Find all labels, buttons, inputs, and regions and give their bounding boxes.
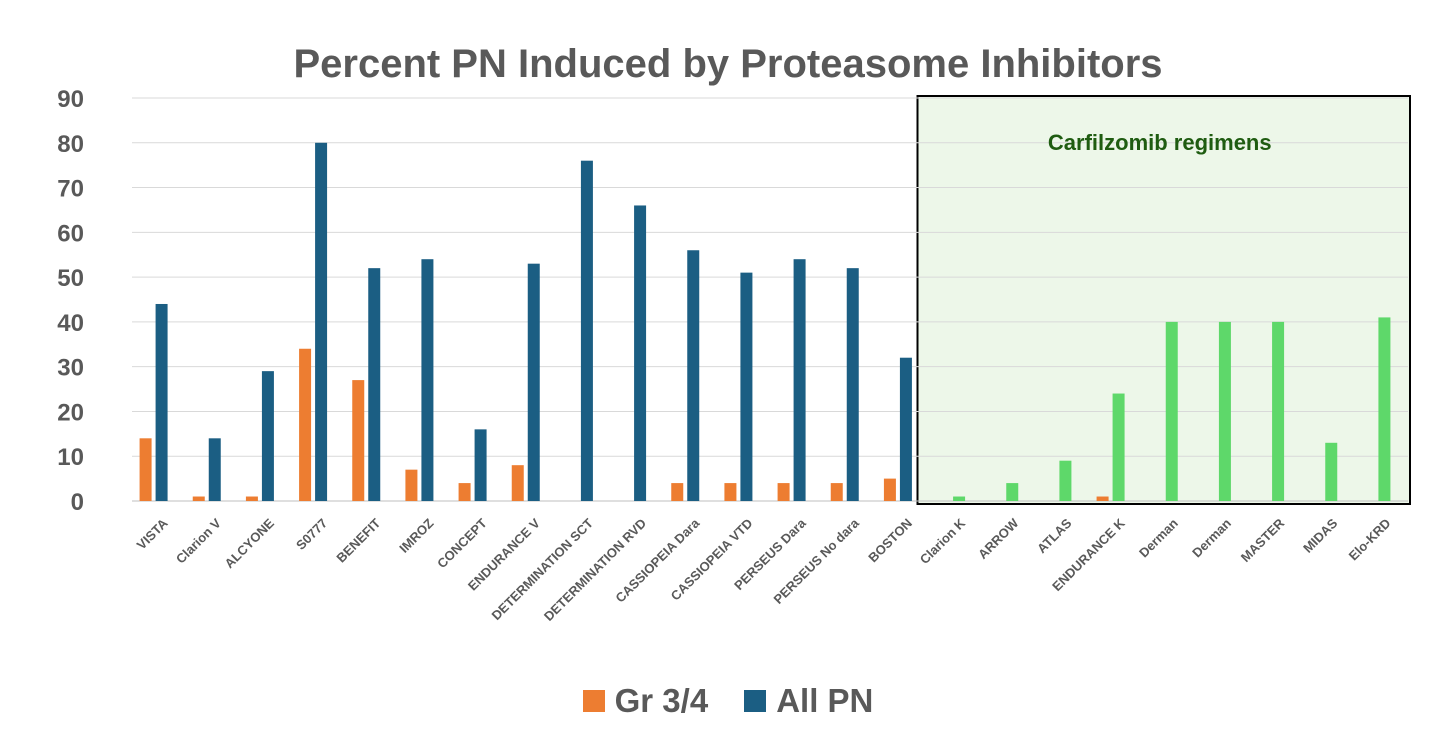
bar-gr34: [352, 380, 365, 501]
chart-title: Percent PN Induced by Proteasome Inhibit…: [293, 42, 1163, 86]
bar-all-pn: [793, 259, 806, 501]
x-tick-label: IMROZ: [396, 515, 436, 555]
bar-all-pn: [1218, 321, 1231, 501]
bar-all-pn: [1272, 321, 1285, 501]
y-tick-label: 90: [57, 86, 84, 113]
legend-swatch-all-pn: [744, 690, 767, 712]
bar-gr34: [458, 483, 471, 501]
bar-chart: 0 10 20 30 40 50 60 70 80 90 Carfilzomib regimens V…: [57, 86, 1411, 624]
x-tick-label: ARROW: [975, 515, 1022, 562]
bar-gr34: [724, 483, 737, 501]
bar-gr34: [830, 483, 843, 501]
x-tick-label: Elo-KRD: [1346, 516, 1394, 564]
bar-all-pn: [1378, 317, 1391, 501]
x-tick-label: Derman: [1189, 515, 1234, 560]
legend-swatch-gr34: [582, 690, 605, 712]
y-tick-label: 70: [57, 176, 84, 203]
carfilzomib-region-box: [916, 95, 1411, 505]
y-tick-label: 40: [57, 310, 84, 337]
bar-all-pn: [846, 268, 859, 501]
bar-all-pn: [208, 438, 221, 501]
bar-gr34: [883, 478, 896, 501]
bar-all-pn: [899, 357, 912, 501]
x-tick-label: ATLAS: [1034, 515, 1075, 556]
x-tick-label: S0777: [293, 516, 330, 553]
x-tick-label: DETERMINATION SCT: [489, 515, 597, 623]
bar-all-pn: [634, 205, 647, 501]
x-tick-label: MASTER: [1238, 515, 1288, 565]
legend-label-gr34: Gr 3/4: [614, 682, 709, 719]
legend-item-all-pn: All PN: [744, 682, 873, 720]
bar-gr34: [245, 496, 258, 501]
bar-all-pn: [474, 429, 487, 501]
x-tick-label: VISTA: [134, 515, 171, 552]
bar-gr34: [511, 465, 524, 501]
bar-gr34: [192, 496, 205, 501]
bar-gr34: [777, 483, 790, 501]
bar-all-pn: [315, 142, 328, 501]
bar-all-pn: [527, 263, 540, 501]
x-tick-label: MIDAS: [1300, 515, 1340, 555]
x-tick-label: ALCYONE: [221, 515, 277, 571]
x-tick-label: BENEFIT: [333, 515, 383, 565]
bar-gr34: [299, 348, 312, 501]
x-tick-label: Clarion K: [917, 515, 969, 567]
y-tick-label: 50: [57, 265, 84, 292]
y-tick-label: 80: [57, 131, 84, 158]
carfilzomib-region-label: Carfilzomib regimens: [1048, 130, 1272, 155]
bar-all-pn: [1325, 442, 1338, 501]
bar-gr34: [671, 483, 684, 501]
bar-all-pn: [740, 272, 753, 501]
bar-all-pn: [687, 250, 700, 501]
x-tick-label: Clarion V: [173, 515, 224, 566]
bar-all-pn: [421, 259, 434, 501]
bar-gr34: [1096, 496, 1109, 501]
bar-gr34: [139, 438, 152, 501]
x-tick-label: Derman: [1136, 515, 1181, 560]
bar-all-pn: [368, 268, 381, 501]
y-tick-label: 0: [71, 489, 84, 516]
bar-all-pn: [1165, 321, 1178, 501]
x-tick-label: CONCEPT: [434, 515, 490, 571]
legend-label-all-pn: All PN: [776, 682, 874, 719]
chart-legend: Gr 3/4 All PN: [0, 682, 1456, 720]
y-tick-label: 60: [57, 220, 84, 247]
x-tick-label: BOSTON: [865, 516, 915, 566]
bar-all-pn: [1006, 483, 1019, 501]
bar-all-pn: [155, 303, 168, 501]
y-tick-label: 20: [57, 399, 84, 426]
bar-all-pn: [580, 160, 593, 501]
bar-all-pn: [953, 496, 966, 501]
bar-all-pn: [1059, 460, 1072, 501]
bar-all-pn: [1112, 393, 1125, 501]
y-tick-label: 30: [57, 355, 84, 382]
bar-gr34: [405, 469, 418, 501]
x-tick-label: DETERMINATION RVD: [541, 516, 649, 624]
legend-item-gr34: Gr 3/4: [582, 682, 709, 720]
bar-all-pn: [261, 371, 274, 501]
y-tick-label: 10: [57, 444, 84, 471]
